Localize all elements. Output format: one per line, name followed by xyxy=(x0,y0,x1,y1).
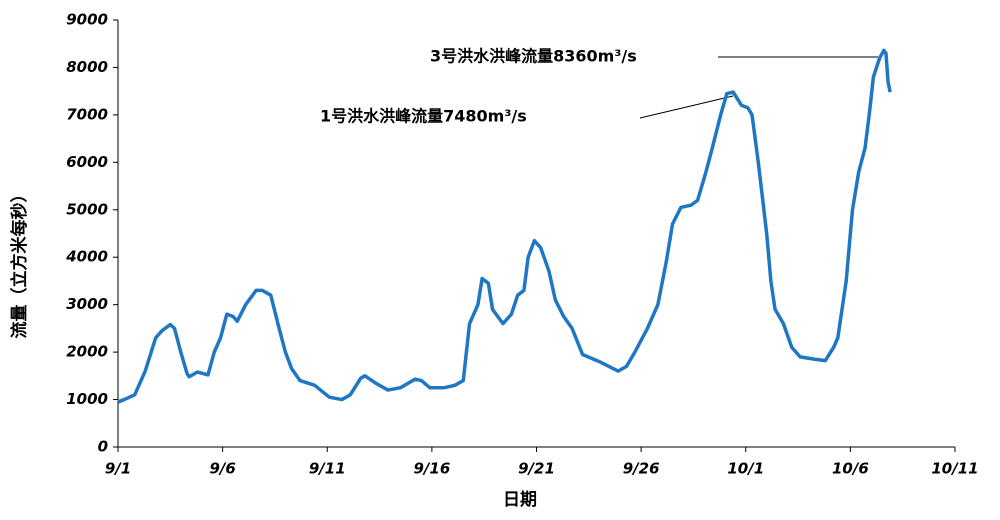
y-tick-label: 9000 xyxy=(66,11,108,29)
x-tick-label: 10/6 xyxy=(832,460,869,478)
x-tick-label: 10/11 xyxy=(931,460,978,478)
y-tick-label: 5000 xyxy=(66,200,108,218)
y-tick-label: 8000 xyxy=(66,58,108,76)
y-tick-label: 3000 xyxy=(66,295,108,313)
y-tick-label: 2000 xyxy=(66,343,108,361)
data-line xyxy=(117,48,892,404)
x-tick-label: 9/26 xyxy=(623,460,660,478)
annotation: 1号洪水洪峰流量7480m³/s xyxy=(320,107,527,126)
y-tick-label: 6000 xyxy=(66,153,108,171)
x-tick-label: 9/21 xyxy=(518,460,555,478)
y-tick-label: 1000 xyxy=(66,390,108,408)
x-tick-label: 9/6 xyxy=(209,460,235,478)
y-tick-label: 7000 xyxy=(66,105,108,123)
leader-line xyxy=(639,95,734,119)
x-axis-label: 日期 xyxy=(503,490,537,510)
y-axis-label: 流量（立方米每秒） xyxy=(9,186,30,339)
x-tick-label: 10/1 xyxy=(727,460,764,478)
x-tick-label: 9/16 xyxy=(413,460,450,478)
x-tick-label: 9/11 xyxy=(309,460,346,478)
annotation: 3号洪水洪峰流量8360m³/s xyxy=(430,47,637,66)
y-tick-label: 4000 xyxy=(65,248,108,266)
x-tick-label: 9/1 xyxy=(105,460,131,478)
y-tick-label: 0 xyxy=(98,438,108,456)
